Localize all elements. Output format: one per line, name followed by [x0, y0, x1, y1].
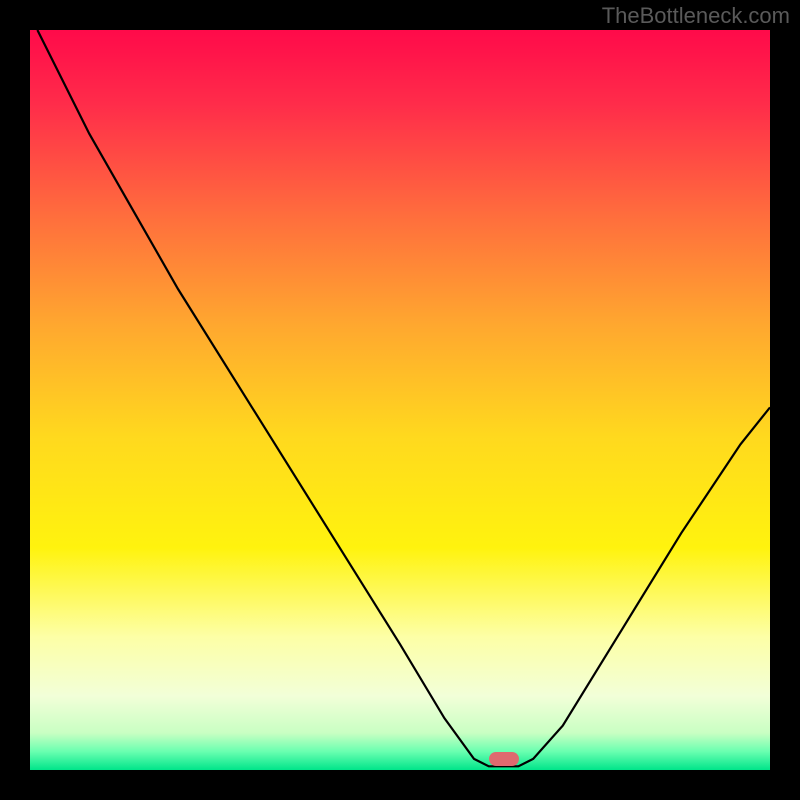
bottleneck-curve — [37, 30, 770, 766]
chart-curve-svg — [30, 30, 770, 770]
watermark-text: TheBottleneck.com — [602, 3, 790, 29]
optimum-marker — [489, 752, 519, 766]
chart-plot-area — [30, 30, 770, 770]
